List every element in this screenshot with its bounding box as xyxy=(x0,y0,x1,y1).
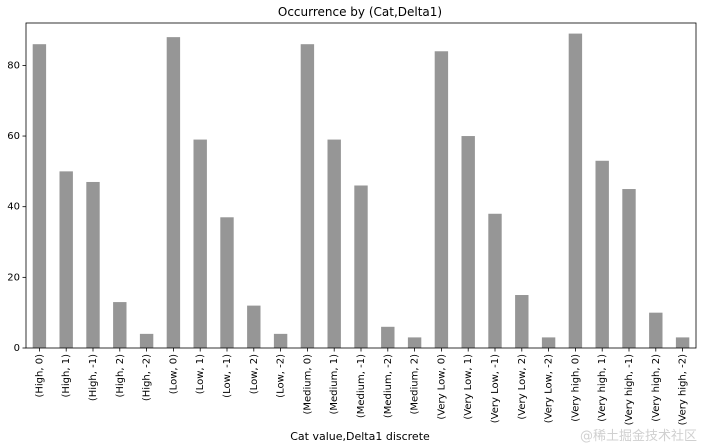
x-tick-label: (High, -1) xyxy=(88,354,99,401)
bar xyxy=(193,139,207,348)
bars-group xyxy=(32,33,690,349)
bar xyxy=(32,44,47,349)
x-tick-label: (Medium, 2) xyxy=(410,354,421,415)
watermark: @稀土掘金技术社区 xyxy=(580,428,697,444)
y-axis: 0 20 40 60 80 xyxy=(7,60,26,354)
x-tick-label: (Medium, 1) xyxy=(329,354,340,415)
x-tick-label: (Very high, 2) xyxy=(651,354,662,422)
x-axis-label: Cat value,Delta1 discrete xyxy=(290,430,430,443)
x-tick-label: (Medium, 0) xyxy=(302,354,313,415)
x-tick-label: (Medium, -1) xyxy=(356,354,367,418)
x-tick-label: (Very Low, 2) xyxy=(517,354,528,420)
bar xyxy=(675,337,690,348)
bar xyxy=(220,217,234,348)
x-tick-label: (Very Low, 0) xyxy=(436,354,447,420)
bar xyxy=(300,44,315,349)
bar xyxy=(461,136,475,348)
bar xyxy=(595,160,609,348)
x-tick-label: (Very high, 0) xyxy=(570,354,581,422)
bar xyxy=(86,181,100,348)
bar xyxy=(113,302,127,348)
bar xyxy=(327,139,341,348)
x-tick-label: (Medium, -2) xyxy=(383,354,394,418)
bar xyxy=(649,312,663,348)
x-tick-label: (Low, 2) xyxy=(249,354,260,394)
x-tick-label: (High, 0) xyxy=(34,354,45,398)
bar xyxy=(354,185,368,348)
x-tick-label: (Low, -2) xyxy=(276,354,287,398)
x-tick-label: (High, 1) xyxy=(61,354,72,398)
y-tick-label: 80 xyxy=(7,60,20,71)
y-tick-label: 40 xyxy=(7,202,20,213)
x-tick-label: (Very high, -1) xyxy=(624,354,635,425)
bar xyxy=(407,337,422,348)
plot-frame xyxy=(25,22,697,349)
bar xyxy=(434,51,449,349)
x-tick-label: (High, 2) xyxy=(115,354,126,398)
x-tick-label: (Very Low, -1) xyxy=(490,354,501,423)
bar xyxy=(273,333,288,348)
x-tick-label: (Very high, -2) xyxy=(678,354,689,425)
bar xyxy=(59,171,73,348)
x-tick-label: (Low, 1) xyxy=(195,354,206,394)
x-tick-label: (Very Low, 1) xyxy=(463,354,474,420)
x-tick-label: (Very high, 1) xyxy=(597,354,608,422)
y-tick-label: 20 xyxy=(7,272,20,283)
bar xyxy=(247,305,261,348)
y-tick-label: 0 xyxy=(14,343,20,354)
y-tick-label: 60 xyxy=(7,131,20,142)
x-tick-label: (Very Low, -2) xyxy=(544,354,555,423)
chart-title: Occurrence by (Cat,Delta1) xyxy=(278,5,442,19)
bar xyxy=(139,333,154,348)
x-tick-label: (Low, 0) xyxy=(168,354,179,394)
bar xyxy=(488,213,502,348)
bar xyxy=(381,326,395,348)
x-tick-label: (Low, -1) xyxy=(222,354,233,398)
bar xyxy=(622,189,636,348)
bar xyxy=(568,33,583,348)
bar xyxy=(541,337,556,348)
bar xyxy=(515,295,529,348)
bar xyxy=(166,37,181,349)
x-axis: (High, 0) (High, 1) (High, -1) (High, 2) (Hi… xyxy=(34,348,689,425)
x-tick-label: (High, -2) xyxy=(142,354,153,401)
